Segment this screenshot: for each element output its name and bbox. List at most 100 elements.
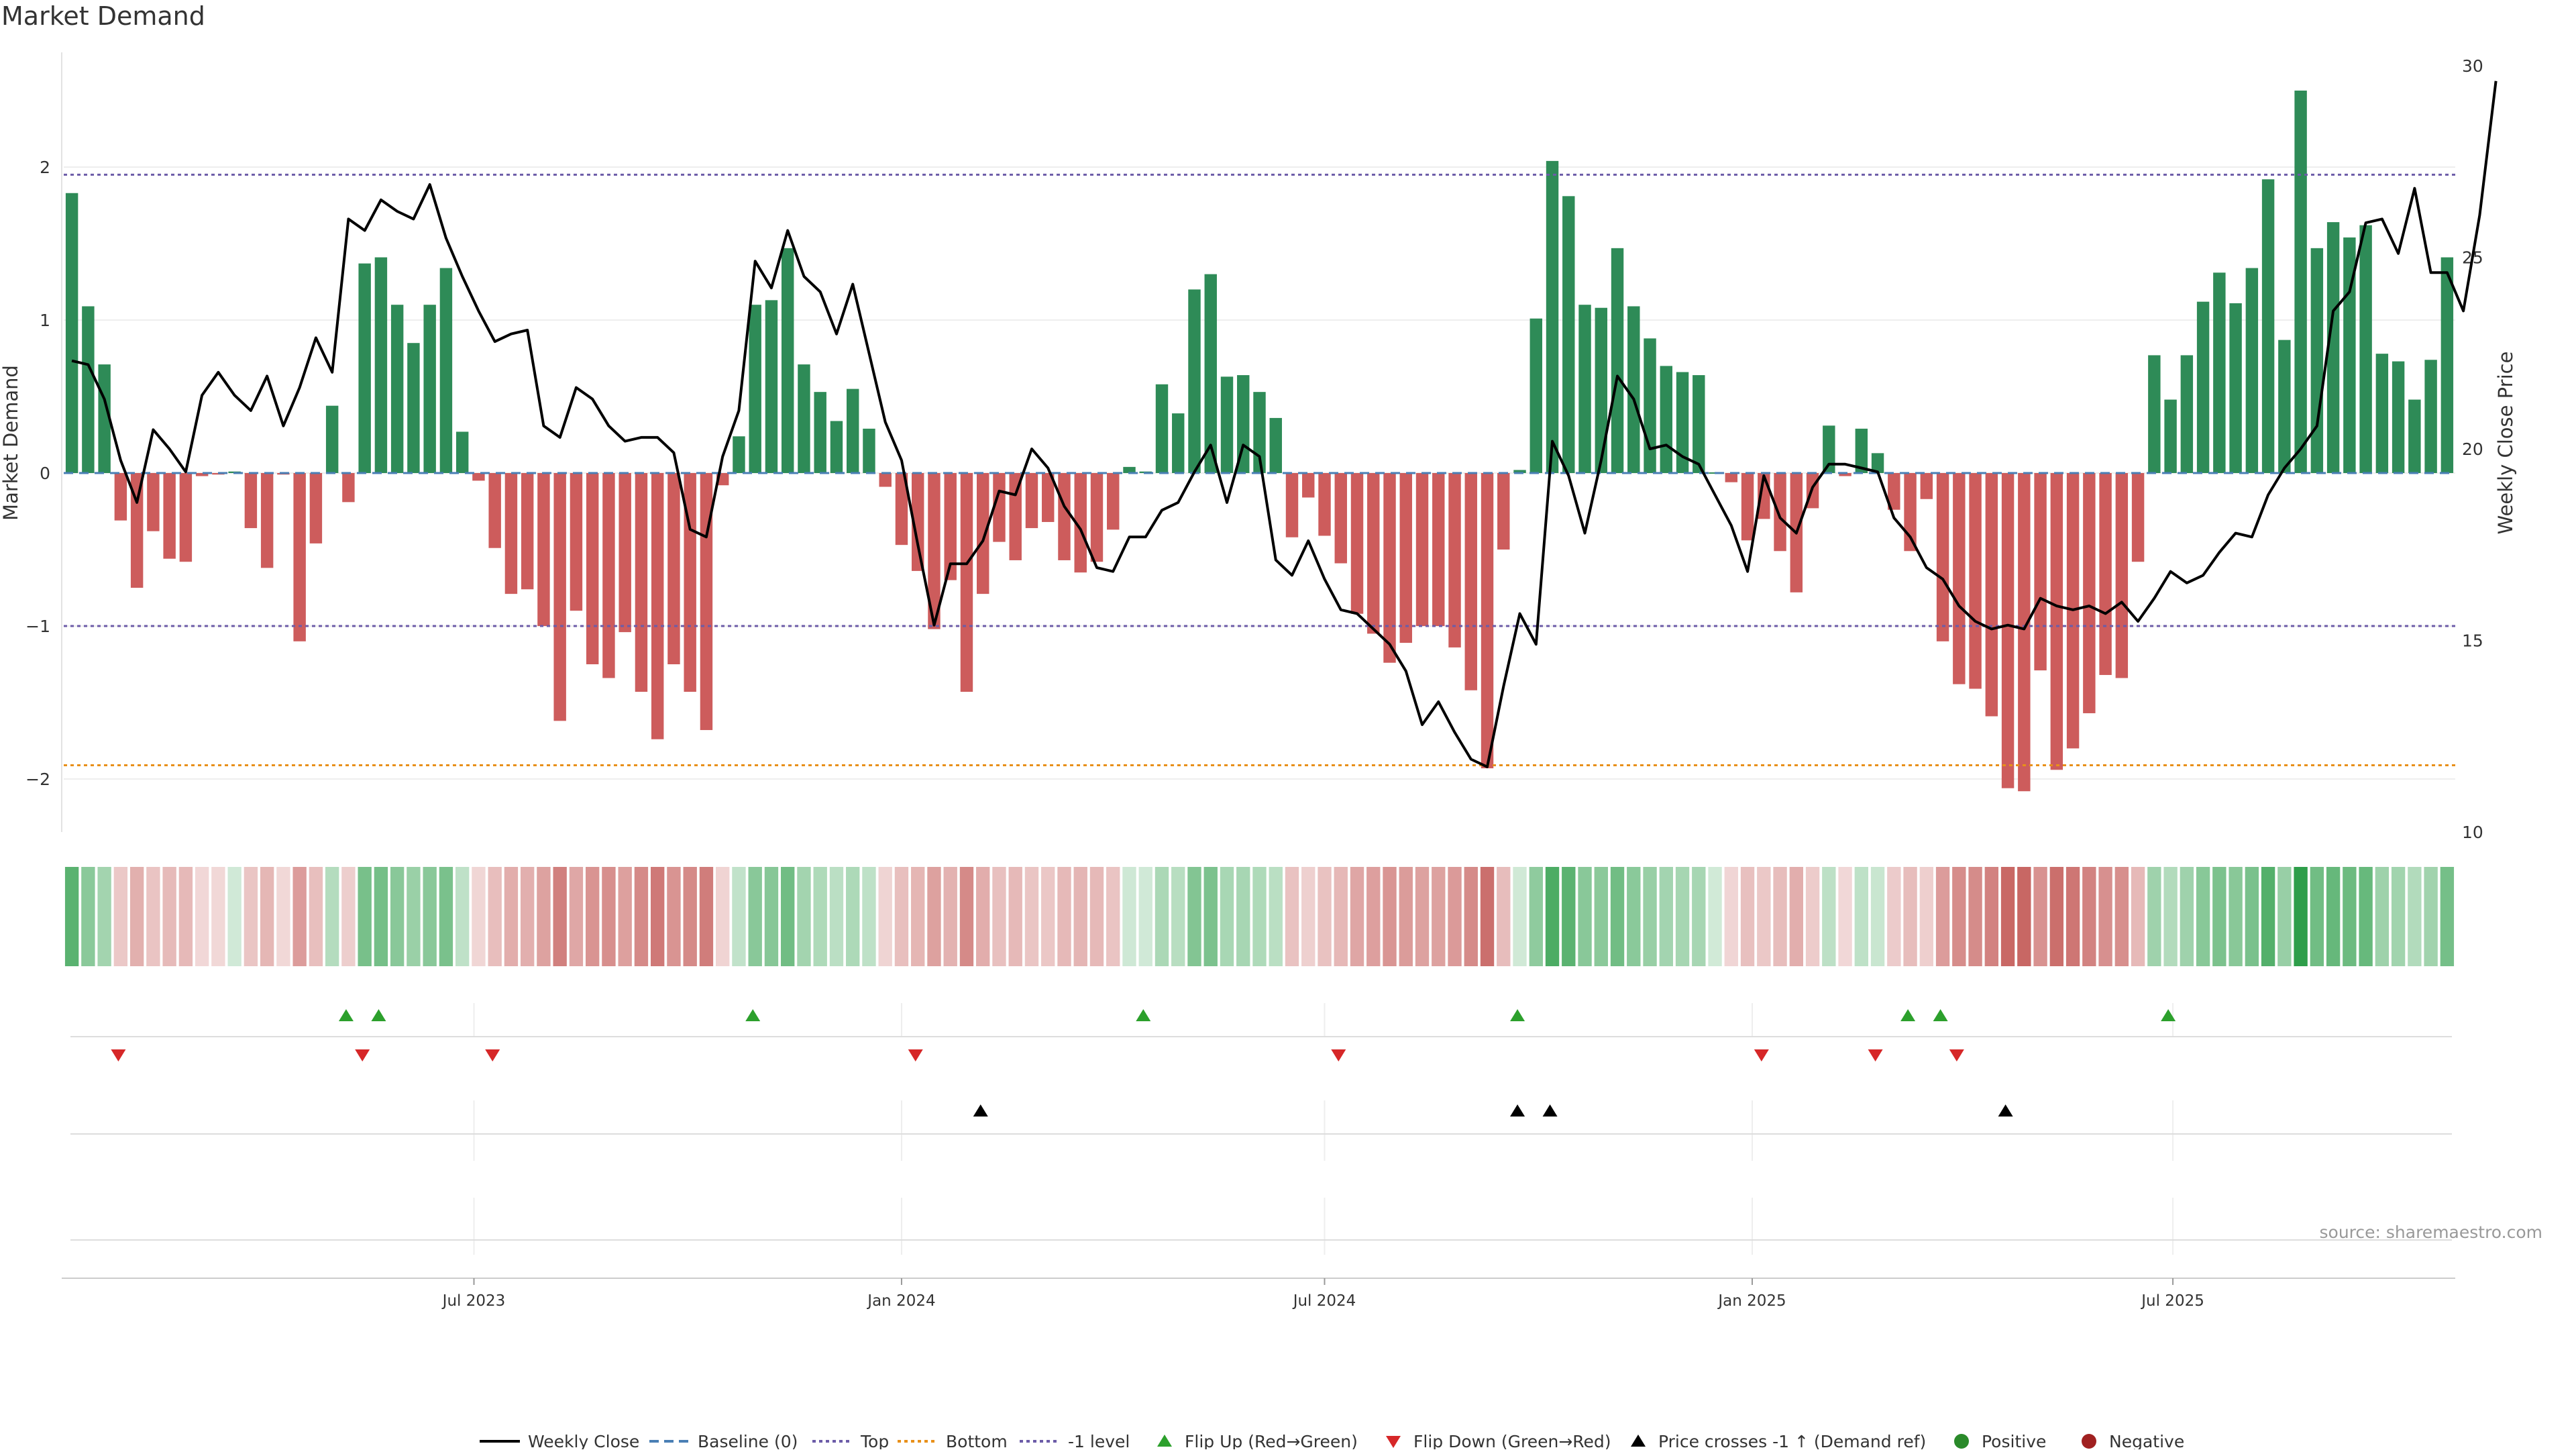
- heat-cell: [1708, 867, 1722, 966]
- demand-bar: [1611, 248, 1624, 473]
- heat-cell: [1757, 867, 1771, 966]
- demand-bar: [830, 421, 843, 473]
- demand-bar: [1074, 473, 1087, 573]
- demand-bar: [423, 305, 436, 473]
- heat-cell: [1203, 867, 1218, 966]
- heat-cell: [2049, 867, 2064, 966]
- legend-swatch-dot: [2082, 1434, 2096, 1449]
- demand-bar: [977, 473, 989, 594]
- heat-cell: [585, 867, 600, 966]
- y-tick-label: −1: [25, 617, 50, 636]
- demand-bar: [1839, 473, 1851, 476]
- heat-cell: [146, 867, 160, 966]
- legend-label: Flip Down (Green→Red): [1413, 1432, 1611, 1449]
- flip-down-marker: [908, 1049, 923, 1061]
- demand-bar: [960, 473, 973, 692]
- heat-cell: [472, 867, 486, 966]
- heat-cell: [292, 867, 307, 966]
- demand-bar: [130, 473, 144, 588]
- demand-bar: [1155, 384, 1169, 473]
- heat-cell: [1659, 867, 1673, 966]
- y-tick-label: −2: [25, 770, 50, 789]
- heat-cell: [1675, 867, 1690, 966]
- heat-cell: [813, 867, 827, 966]
- demand-bar: [2278, 340, 2291, 473]
- demand-bar: [814, 392, 826, 473]
- demand-bar: [1774, 473, 1786, 552]
- heat-cell: [1432, 867, 1446, 966]
- legend-label: Price crosses -1 ↑ (Demand ref): [1658, 1432, 1926, 1449]
- demand-bar: [1725, 473, 1738, 482]
- demand-bar: [1058, 473, 1071, 560]
- demand-bar: [1448, 473, 1461, 647]
- demand-bar: [472, 473, 485, 481]
- demand-bar: [2245, 268, 2259, 473]
- legend-label: Top: [860, 1432, 889, 1449]
- demand-bar: [863, 428, 875, 473]
- demand-bar: [114, 473, 127, 521]
- demand-bar: [439, 268, 453, 473]
- heat-cell: [2196, 867, 2210, 966]
- legend-swatch-triangle-up: [1157, 1435, 1172, 1447]
- demand-bar: [1953, 473, 1966, 684]
- demand-bar: [1481, 473, 1494, 769]
- demand-bar: [1042, 473, 1055, 522]
- price-cross-marker: [1998, 1104, 2013, 1117]
- demand-bar: [195, 473, 209, 476]
- heat-cell: [113, 867, 128, 966]
- demand-bar: [1660, 366, 1673, 473]
- heat-cell: [2082, 867, 2096, 966]
- heat-cell: [1187, 867, 1201, 966]
- flip-up-marker: [1136, 1009, 1151, 1021]
- demand-bar: [2392, 361, 2405, 473]
- heat-cell: [846, 867, 860, 966]
- x-tick-label: Jul 2023: [441, 1292, 506, 1310]
- heat-cell: [178, 867, 193, 966]
- demand-bar: [1888, 473, 1900, 510]
- heat-cell: [2326, 867, 2341, 966]
- flip-up-marker: [338, 1009, 354, 1021]
- heat-cell: [1350, 867, 1364, 966]
- demand-bar: [537, 473, 550, 626]
- demand-bar: [2164, 399, 2177, 473]
- heat-cell: [1562, 867, 1576, 966]
- demand-bar: [2408, 399, 2421, 473]
- heat-cell: [520, 867, 535, 966]
- y2-tick-label: 10: [2462, 823, 2483, 842]
- demand-bar: [1172, 413, 1185, 473]
- heat-cell: [2180, 867, 2194, 966]
- heat-cell: [2017, 867, 2031, 966]
- demand-bar: [2196, 301, 2210, 473]
- heat-cell: [2114, 867, 2129, 966]
- heat-cell: [1301, 867, 1316, 966]
- heat-cell: [1106, 867, 1120, 966]
- demand-bar: [1415, 473, 1429, 626]
- heat-cell: [1415, 867, 1430, 966]
- heat-cell: [1448, 867, 1462, 966]
- heat-cell: [439, 867, 453, 966]
- y2-tick-label: 15: [2462, 631, 2483, 651]
- heat-cell: [1627, 867, 1641, 966]
- demand-bar: [358, 263, 371, 473]
- demand-bar: [455, 431, 469, 473]
- heat-cell: [1594, 867, 1608, 966]
- flip-up-marker: [1900, 1009, 1916, 1021]
- demand-bar: [781, 248, 794, 473]
- heat-cell: [97, 867, 111, 966]
- y2-axis-title: Weekly Close Price: [2494, 352, 2517, 535]
- demand-bar: [1367, 473, 1380, 634]
- heat-cell: [1610, 867, 1625, 966]
- heat-cell: [1041, 867, 1055, 966]
- heat-cell: [227, 867, 241, 966]
- demand-bar: [1693, 375, 1705, 473]
- demand-bar: [1220, 376, 1234, 473]
- legend-label: Weekly Close: [528, 1432, 639, 1449]
- demand-bar: [1823, 425, 1835, 473]
- heat-cell: [1318, 867, 1332, 966]
- heat-cell: [488, 867, 502, 966]
- price-cross-marker: [973, 1104, 988, 1117]
- demand-bar: [2424, 360, 2437, 473]
- demand-bar: [2050, 473, 2063, 770]
- demand-bar: [2310, 248, 2324, 473]
